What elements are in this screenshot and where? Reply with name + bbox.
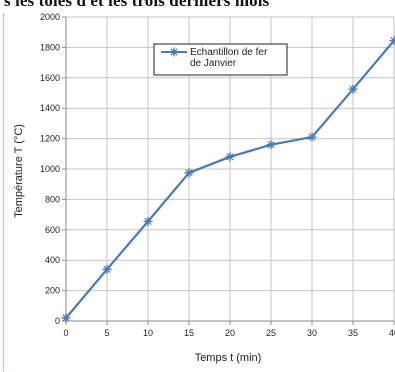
x-tick-label: 10 — [143, 328, 153, 338]
data-point-marker — [307, 132, 317, 142]
page-heading-fragment: s les tôles d et les trois derniers mois — [4, 0, 270, 10]
marker-stroke — [308, 133, 316, 141]
marker-stroke — [170, 48, 178, 56]
y-tick-label: 800 — [45, 194, 60, 204]
x-tick-label: 0 — [63, 328, 68, 338]
data-point-marker — [266, 140, 276, 150]
data-point-marker — [143, 216, 153, 226]
y-tick-label: 0 — [55, 316, 60, 326]
legend-series-label: Echantillon de fer — [190, 47, 268, 58]
x-tick-label: 15 — [184, 328, 194, 338]
y-tick-label: 600 — [45, 225, 60, 235]
y-tick-label: 1000 — [40, 164, 60, 174]
marker-stroke — [226, 153, 234, 161]
data-point-marker — [184, 168, 194, 178]
x-tick-label: 5 — [104, 328, 109, 338]
marker-stroke — [103, 265, 111, 273]
x-tick-label: 20 — [225, 328, 235, 338]
y-tick-label: 1800 — [40, 42, 60, 52]
chart-series — [61, 36, 395, 323]
marker-stroke — [390, 38, 395, 45]
x-tick-label: 25 — [266, 328, 276, 338]
data-point-marker — [225, 152, 235, 162]
y-tick-label: 1200 — [40, 134, 60, 144]
y-tick-label: 400 — [45, 255, 60, 265]
y-tick-label: 1400 — [40, 103, 60, 113]
marker-stroke — [185, 169, 193, 177]
marker-stroke — [62, 314, 70, 322]
legend-series-label: de Janvier — [190, 58, 237, 69]
y-tick-label: 2000 — [40, 12, 60, 22]
data-point-marker — [348, 84, 358, 94]
legend-series-marker — [169, 47, 179, 57]
marker-stroke — [267, 141, 275, 149]
chart-axes — [62, 16, 395, 325]
x-axis-title: Temps t (min) — [195, 352, 262, 364]
marker-stroke — [144, 217, 152, 226]
x-tick-label: 40 — [389, 328, 395, 338]
x-tick-label: 30 — [307, 328, 317, 338]
marker-stroke — [349, 85, 357, 93]
data-point-marker — [61, 313, 71, 323]
y-tick-label: 1600 — [40, 73, 60, 83]
y-tick-label: 200 — [45, 286, 60, 296]
chart-tick-labels: 0 200 400 600 800 1000 1200 1400 1600 1800 2000 0 5 1… — [40, 12, 395, 338]
margin-dotted-rule — [3, 14, 4, 372]
data-point-marker — [102, 264, 112, 274]
y-axis-title: Température T (°C) — [13, 124, 25, 218]
x-tick-label: 35 — [348, 328, 358, 338]
data-point-marker — [389, 36, 395, 46]
